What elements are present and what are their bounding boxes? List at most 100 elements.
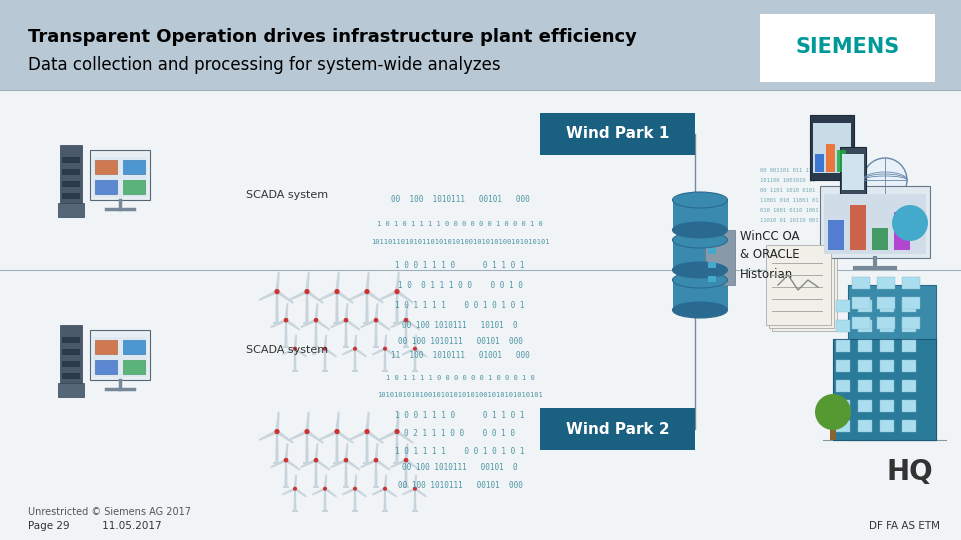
Text: 00 100 1010111   00101  0: 00 100 1010111 00101 0	[403, 463, 518, 472]
Bar	[373, 346, 380, 348]
Circle shape	[375, 319, 378, 322]
Polygon shape	[332, 460, 346, 467]
Bar	[872, 228, 888, 250]
Bar	[836, 340, 850, 352]
Polygon shape	[396, 273, 399, 292]
Polygon shape	[285, 320, 286, 346]
Bar	[836, 420, 850, 432]
Circle shape	[275, 289, 279, 294]
Bar	[90, 150, 150, 200]
Polygon shape	[306, 431, 308, 462]
Bar	[333, 462, 341, 464]
Bar	[273, 322, 281, 325]
Text: SCADA system: SCADA system	[246, 190, 328, 200]
Bar	[393, 462, 401, 464]
Polygon shape	[366, 292, 368, 322]
Bar	[852, 317, 870, 329]
Polygon shape	[276, 273, 279, 292]
Bar	[363, 462, 371, 464]
Bar	[858, 340, 872, 352]
Ellipse shape	[673, 272, 727, 288]
Polygon shape	[307, 291, 323, 303]
Bar	[343, 486, 350, 488]
Bar	[902, 360, 916, 372]
Polygon shape	[396, 292, 398, 322]
Polygon shape	[336, 291, 353, 303]
Bar	[93, 337, 147, 377]
Polygon shape	[380, 430, 398, 440]
Bar	[292, 370, 298, 372]
Polygon shape	[384, 348, 396, 356]
Bar	[880, 400, 894, 412]
Bar	[836, 300, 850, 312]
Polygon shape	[414, 349, 416, 370]
Polygon shape	[295, 348, 307, 356]
Polygon shape	[277, 291, 293, 303]
Polygon shape	[366, 431, 368, 462]
Polygon shape	[355, 349, 356, 370]
Bar	[60, 145, 82, 205]
Bar	[858, 300, 872, 312]
Polygon shape	[315, 304, 318, 320]
Polygon shape	[343, 348, 356, 355]
Bar	[836, 380, 850, 392]
Circle shape	[324, 347, 327, 350]
Text: SIEMENS: SIEMENS	[796, 37, 900, 57]
Polygon shape	[345, 304, 348, 320]
Polygon shape	[319, 291, 337, 300]
Bar	[769, 248, 834, 328]
Polygon shape	[277, 431, 293, 443]
Polygon shape	[343, 488, 356, 495]
Polygon shape	[294, 489, 296, 510]
Circle shape	[284, 319, 287, 322]
Circle shape	[294, 488, 296, 490]
Bar	[412, 510, 418, 512]
Bar	[824, 194, 926, 254]
Polygon shape	[324, 335, 327, 349]
Bar	[852, 277, 870, 289]
Polygon shape	[384, 475, 386, 489]
Bar	[123, 360, 145, 374]
Polygon shape	[276, 413, 279, 431]
Polygon shape	[414, 475, 416, 489]
Bar	[95, 160, 117, 174]
Polygon shape	[366, 291, 382, 303]
Polygon shape	[289, 430, 308, 440]
Polygon shape	[294, 335, 296, 349]
Polygon shape	[289, 291, 308, 300]
Polygon shape	[306, 273, 309, 292]
Polygon shape	[366, 273, 369, 292]
Polygon shape	[271, 460, 286, 467]
Bar	[902, 297, 920, 309]
Bar	[813, 123, 851, 173]
Polygon shape	[384, 488, 396, 497]
Polygon shape	[376, 319, 389, 330]
Polygon shape	[355, 475, 357, 489]
Bar	[837, 150, 846, 172]
Polygon shape	[366, 413, 369, 431]
Polygon shape	[294, 475, 296, 489]
Polygon shape	[332, 319, 346, 327]
Bar	[766, 245, 831, 325]
Text: 010 1001 0110 1001: 010 1001 0110 1001	[760, 207, 819, 213]
Circle shape	[375, 458, 378, 462]
Polygon shape	[414, 488, 426, 497]
Bar	[62, 361, 80, 367]
Polygon shape	[361, 319, 377, 327]
Polygon shape	[285, 460, 300, 470]
Text: 00 001101 011 111: 00 001101 011 111	[760, 167, 815, 172]
Circle shape	[314, 319, 318, 322]
Polygon shape	[301, 460, 316, 467]
Bar	[343, 346, 350, 348]
Polygon shape	[259, 291, 278, 300]
Polygon shape	[324, 475, 327, 489]
Text: Wind Park 2: Wind Park 2	[566, 422, 669, 436]
Bar	[772, 251, 837, 331]
Bar	[412, 370, 418, 372]
Polygon shape	[325, 488, 336, 497]
Polygon shape	[355, 489, 356, 510]
Bar	[93, 157, 147, 197]
Polygon shape	[312, 348, 326, 355]
Ellipse shape	[673, 262, 727, 278]
Polygon shape	[295, 488, 307, 497]
